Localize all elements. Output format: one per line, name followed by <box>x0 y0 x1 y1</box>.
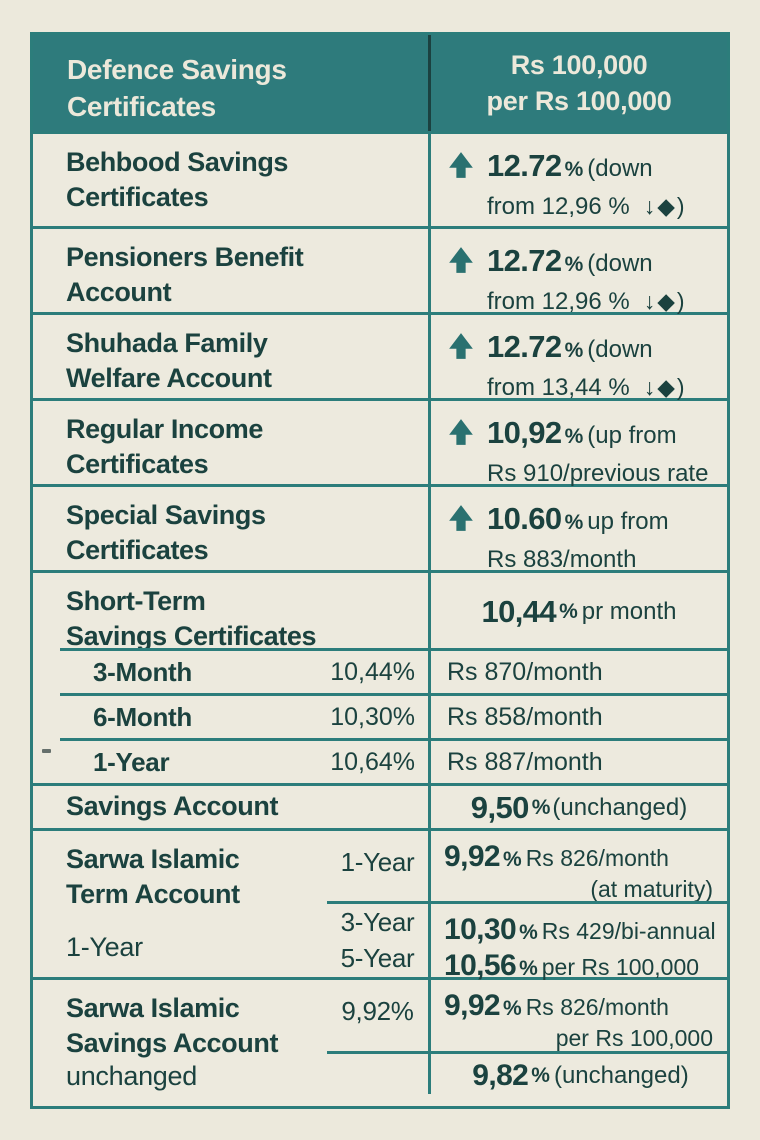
table-row-shuhada: Shuhada Family Welfare Account 12.72% (do… <box>33 312 727 401</box>
down-diamond-icon: ↓◆) <box>643 287 687 314</box>
table-row-pensioners: Pensioners Benefit Account 12.72% (down f… <box>33 226 727 315</box>
rate-prev: from 13,44 % <box>487 373 630 401</box>
rate-value: 12.72 <box>487 329 562 364</box>
scheme-label: Sarwa Islamic Term Account <box>66 844 240 910</box>
term-value: Rs 887/month <box>447 747 603 776</box>
down-diamond-icon: ↓◆) <box>643 373 687 400</box>
rate-value: 10,30 <box>444 913 517 946</box>
term-rate: 9,92% <box>341 996 414 1026</box>
rate-note: up from <box>587 508 669 535</box>
table-row-6-month: 6-Month 10,30% Rs 858/month <box>33 693 727 738</box>
rate-note: (up from <box>587 422 677 449</box>
rate-value: 9,50 <box>470 790 530 825</box>
header-amount-line2: per Rs 100,000 <box>486 86 672 116</box>
term-label: 1-Year <box>340 847 415 877</box>
scheme-sublabel: unchanged <box>66 1061 197 1092</box>
rate-note2: (at maturity) <box>590 876 713 902</box>
rate-value: 9,92 <box>444 840 501 873</box>
rate-note: (down <box>587 336 653 363</box>
term-value: Rs 858/month <box>447 702 603 731</box>
rate-value: 10,56 <box>444 949 517 982</box>
rate-note: Rs 826/month <box>525 994 669 1020</box>
term-rate: 10,30% <box>330 702 415 731</box>
rate-value: 12.72 <box>487 243 562 278</box>
rate-value: 10,92 <box>487 415 562 450</box>
term-rate: 10,64% <box>330 747 415 776</box>
scheme-label: Short-Term Savings Certificates <box>66 586 317 652</box>
term-label: 5-Year <box>340 942 415 973</box>
scheme-label: Sarwa Islamic Savings Account <box>66 993 279 1059</box>
term-rate: 10,44% <box>330 657 415 686</box>
rates-table: Defence Savings Certificates Rs 100,000 … <box>30 32 730 1110</box>
rate-note: (down <box>587 155 653 182</box>
table-row-3-month: 3-Month 10,44% Rs 870/month <box>33 648 727 693</box>
table-row-regular-income: Regular Income Certificates 10,92% (up fr… <box>33 398 727 487</box>
down-diamond-icon: ↓◆) <box>643 192 687 219</box>
scheme-label: Regular Income Certificates <box>66 414 263 480</box>
rate-note: Rs 826/month <box>525 845 669 871</box>
term-label: 3-Year <box>340 907 415 938</box>
scheme-label: Special Savings Certificates <box>66 500 266 566</box>
rate-note: (down <box>587 250 653 277</box>
table-header-row: Defence Savings Certificates Rs 100,000 … <box>33 35 727 131</box>
up-arrow-icon <box>448 414 478 489</box>
rate-note: pr month <box>581 597 677 625</box>
up-arrow-icon <box>448 147 478 222</box>
term-value: Rs 870/month <box>447 657 603 686</box>
rate-note: Rs 429/bi-annual <box>541 918 716 944</box>
rate-prev: Rs 910/previous rate <box>487 459 709 487</box>
header-amount-title: Rs 100,000 per Rs 100,000 <box>428 35 727 131</box>
header-scheme-line1: Defence Savings <box>67 54 287 85</box>
table-row-savings-account: Savings Account 9,50% (unchanged) <box>33 783 727 828</box>
table-row-short-term: Short-Term Savings Certificates 10,44% pr… <box>33 570 727 651</box>
term-label: 3-Month <box>93 656 192 687</box>
scheme-label: Behbood Savings Certificates <box>66 147 289 213</box>
table-row-behbood: Behbood Savings Certificates 12.72% (down… <box>33 131 727 226</box>
rate-value: 10.60 <box>487 501 562 536</box>
rate-prev: from 12,96 % <box>487 192 630 220</box>
rate-prev: from 12,96 % <box>487 287 630 315</box>
up-arrow-icon <box>448 242 478 317</box>
rate-value: 9,92 <box>444 989 501 1022</box>
header-scheme-line2: Certificates <box>67 90 216 122</box>
header-scheme-title: Defence Savings Certificates <box>33 35 428 131</box>
term-label: 6-Month <box>93 701 192 732</box>
rate-note2: per Rs 100,000 <box>541 954 700 980</box>
scheme-label: Shuhada Family Welfare Account <box>66 328 272 394</box>
term-label: 1-Year <box>93 746 170 777</box>
rate-value: 12.72 <box>487 148 562 183</box>
rate-note2: per Rs 100,000 <box>555 1025 713 1051</box>
table-row-1-year: 1-Year 10,64% Rs 887/month <box>33 738 727 783</box>
stray-dash-mark <box>42 749 51 753</box>
scheme-label: Pensioners Benefit Account <box>66 242 304 308</box>
scheme-label: Savings Account <box>66 791 279 822</box>
table-row-sarwa-savings: Sarwa Islamic Savings Account unchanged … <box>33 977 727 1106</box>
rate-prev: Rs 883/month <box>487 545 637 573</box>
rate-value: 9,82 <box>472 1059 529 1092</box>
up-arrow-icon <box>448 328 478 403</box>
table-row-special-savings: Special Savings Certificates 10.60% up fr… <box>33 484 727 573</box>
rate-note: (unchanged) <box>553 1062 689 1089</box>
scheme-sublabel: 1-Year <box>66 932 143 962</box>
table-row-sarwa-term: Sarwa Islamic Term Account 1-Year 1-Year… <box>33 828 727 982</box>
header-amount-line1: Rs 100,000 <box>510 49 648 80</box>
rate-value: 10,44 <box>481 593 557 629</box>
up-arrow-icon <box>448 500 478 575</box>
rate-note: (unchanged) <box>552 794 688 821</box>
